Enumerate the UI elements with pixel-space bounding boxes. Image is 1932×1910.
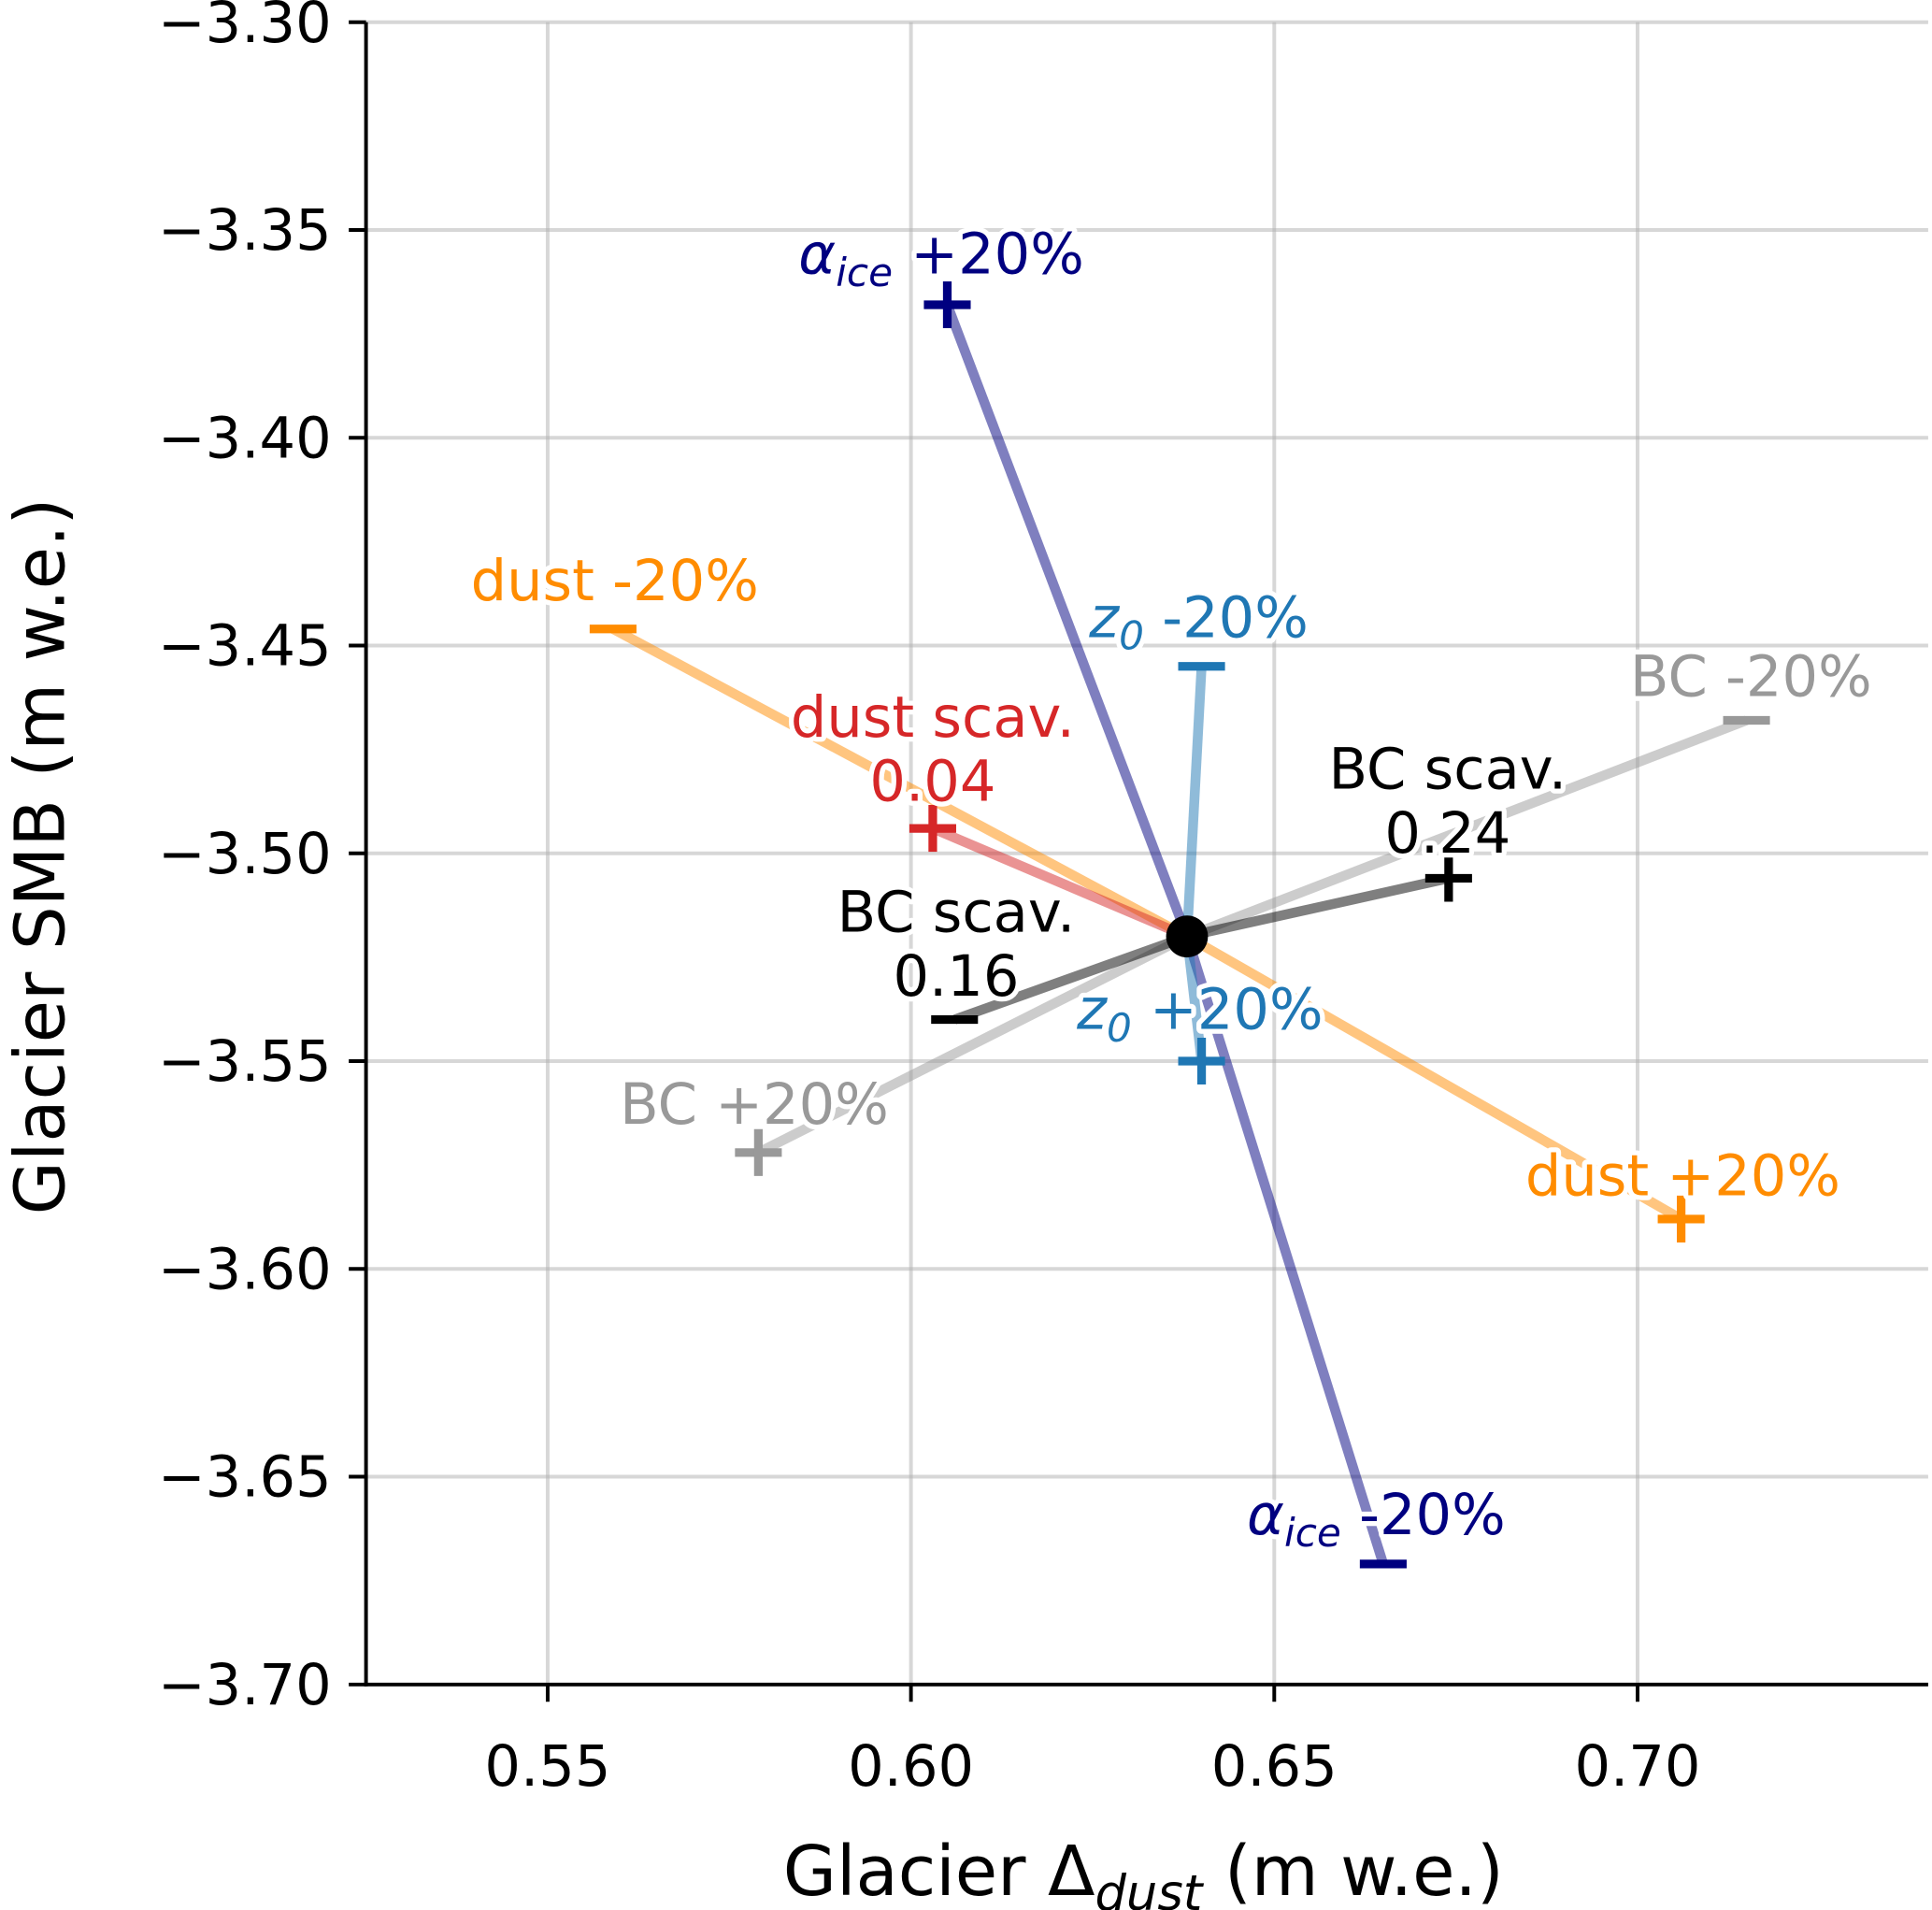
annotation-line: 0.04: [869, 750, 995, 815]
annotation-line: dust scav.: [791, 685, 1075, 751]
annotation-dust_minus: dust -20%: [471, 549, 759, 614]
x-tick-label: 0.55: [484, 1734, 610, 1800]
annotations: αice +20%αice -20%dust -20%dust +20%z0 -…: [465, 217, 1877, 1560]
y-tick-label: −3.35: [158, 198, 332, 264]
annotation-text: z: [1088, 585, 1120, 651]
series-line-bc_plus: [755, 931, 1190, 1157]
annotation-line: 0.16: [893, 944, 1019, 1010]
annotation-bc_scav_024: BC scav. 0.24: [1329, 738, 1567, 868]
series-line-dust_minus: [610, 625, 1190, 941]
series-line-bc_minus: [1185, 715, 1749, 941]
annotation-line: BC scav.: [837, 880, 1076, 945]
y-axis-label: Glacier SMB (m w.e.): [1, 498, 81, 1215]
annotation-text: -20%: [1144, 585, 1309, 651]
center-point: [1166, 915, 1209, 958]
annotation-text: +20%: [1132, 978, 1324, 1043]
annotation-text: -20%: [1341, 1483, 1506, 1548]
annotation-text: dust -20%: [471, 549, 759, 614]
x-tick-label: 0.60: [848, 1734, 974, 1800]
annotation-bc_minus: BC -20%: [1630, 645, 1872, 711]
annotation-text: BC +20%: [620, 1072, 889, 1138]
annotation-subscript: 0: [1119, 613, 1144, 659]
annotation-subscript: 0: [1107, 1005, 1132, 1051]
annotation-text: z: [1076, 978, 1108, 1043]
y-tick-label: −3.70: [158, 1653, 332, 1718]
series-line-dust_plus: [1184, 932, 1684, 1224]
x-axis-label: Glacier Δdust (m w.e.): [783, 1831, 1504, 1910]
x-tick-label: 0.70: [1574, 1734, 1700, 1800]
y-tick-label: −3.40: [158, 406, 332, 471]
series-line-alpha_plus: [942, 303, 1192, 939]
annotation-alpha_plus: αice +20%: [798, 223, 1084, 295]
annotation-text: α: [798, 223, 836, 288]
annotation-bc_scav_016: BC scav. 0.16: [837, 880, 1076, 1010]
series-lines: [610, 303, 1749, 1566]
series-line-z0_minus: [1181, 666, 1207, 937]
series-line-dust_scav: [930, 824, 1190, 941]
y-tick-label: −3.45: [158, 614, 332, 680]
annotation-text: α: [1247, 1483, 1284, 1548]
y-tick-label: −3.55: [158, 1029, 332, 1095]
annotation-z0_plus: z0 +20%: [1076, 978, 1323, 1051]
grid: [365, 20, 1928, 1687]
markers: [589, 280, 1770, 1569]
axes: 0.55 0.60 0.65 0.70 −3.30 −3.35 −3.40 −3.45 −3.5…: [158, 0, 1928, 1800]
annotation-text: BC -20%: [1630, 645, 1872, 711]
y-tick-label: −3.30: [158, 0, 332, 56]
series-line-bc_scav_024: [1185, 873, 1451, 941]
x-tick-label: 0.65: [1211, 1734, 1338, 1800]
annotation-alpha_minus: αice -20%: [1247, 1483, 1506, 1556]
annotation-z0_minus: z0 -20%: [1088, 585, 1309, 658]
annotation-line: 0.24: [1384, 801, 1510, 867]
y-tick-label: −3.50: [158, 822, 332, 887]
annotation-dust_plus: dust +20%: [1525, 1144, 1840, 1210]
annotation-dust_scav: dust scav. 0.04: [791, 685, 1075, 815]
series-line-bc_scav_016: [952, 931, 1189, 1025]
y-tick-label: −3.60: [158, 1237, 332, 1302]
annotation-bc_plus: BC +20%: [620, 1072, 889, 1138]
series-line-alpha_minus: [1181, 935, 1388, 1566]
annotation-text: dust +20%: [1525, 1144, 1840, 1210]
y-tick-label: −3.65: [158, 1445, 332, 1511]
annotation-subscript: ice: [1284, 1510, 1341, 1556]
annotation-line: BC scav.: [1329, 738, 1567, 803]
annotation-text: +20%: [893, 223, 1084, 288]
annotation-subscript: ice: [836, 250, 893, 295]
